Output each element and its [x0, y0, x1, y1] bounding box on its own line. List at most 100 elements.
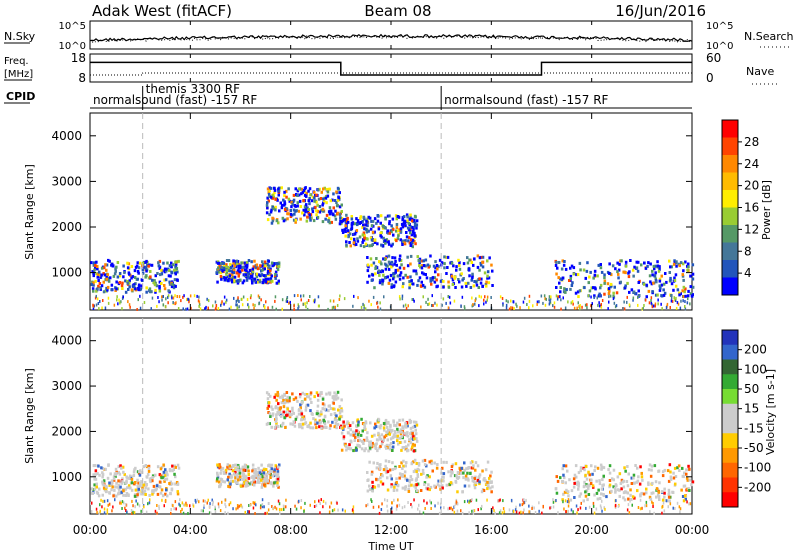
echo-cell: [165, 477, 169, 481]
echo-cell: [382, 273, 385, 277]
echo-cell: [168, 264, 172, 268]
echo-cell: [247, 469, 250, 473]
echo-cell: [183, 294, 185, 298]
echo-cell: [97, 302, 100, 305]
echo-cell: [98, 270, 101, 274]
echo-cell: [335, 426, 338, 430]
echo-cell: [197, 299, 200, 303]
echo-cell: [389, 474, 393, 478]
echo-cell: [348, 424, 352, 428]
echo-cell: [486, 270, 490, 274]
echo-cell: [324, 425, 328, 429]
echo-cell: [158, 507, 160, 510]
echo-cell: [268, 189, 271, 193]
echo-cell: [95, 482, 98, 486]
echo-cell: [626, 491, 630, 495]
echo-cell: [472, 509, 475, 512]
echo-cell: [651, 273, 654, 277]
echo-cell: [214, 507, 216, 511]
echo-cell: [479, 263, 483, 267]
echo-cell: [401, 225, 405, 229]
echo-cell: [164, 267, 168, 271]
echo-cell: [396, 434, 400, 438]
echo-cell: [447, 295, 449, 298]
echo-cell: [238, 305, 240, 309]
colorbar-swatch: [722, 344, 738, 360]
echo-cell: [121, 307, 123, 311]
echo-cell: [394, 268, 398, 272]
echo-cell: [623, 466, 626, 470]
echo-cell: [221, 479, 224, 483]
echo-cell: [564, 464, 568, 468]
echo-cell: [310, 216, 313, 220]
echo-cell: [515, 505, 517, 509]
echo-cell: [98, 282, 102, 285]
echo-cell: [140, 480, 143, 484]
echo-cell: [398, 436, 402, 440]
echo-cell: [400, 222, 404, 226]
echo-cell: [305, 203, 308, 207]
echo-cell: [595, 479, 598, 483]
echo-cell: [404, 239, 407, 243]
echo-cell: [655, 495, 658, 499]
echo-cell: [169, 492, 172, 496]
echo-cell: [584, 276, 587, 280]
echo-cell: [378, 273, 381, 277]
echo-cell: [622, 485, 626, 489]
echo-cell: [98, 273, 102, 277]
echo-cell: [321, 203, 324, 207]
echo-cell: [245, 468, 249, 472]
echo-cell: [366, 439, 369, 442]
echo-cell: [565, 510, 567, 514]
cpid-segment-label: themis 3300 RF: [146, 82, 240, 96]
echo-cell: [336, 501, 338, 505]
echo-cell: [562, 500, 564, 504]
echo-cell: [119, 464, 122, 468]
echo-cell: [92, 281, 95, 285]
echo-cell: [96, 272, 100, 276]
echo-cell: [673, 279, 677, 282]
echo-cell: [596, 497, 600, 501]
echo-cell: [652, 505, 654, 508]
y-tick-label: 3000: [51, 174, 82, 188]
echo-cell: [284, 426, 287, 429]
echo-cell: [296, 194, 299, 197]
echo-cell: [286, 217, 289, 221]
echo-cell: [691, 293, 694, 297]
echo-cell: [96, 287, 99, 291]
echo-cell: [471, 274, 474, 278]
echo-cell: [662, 282, 666, 286]
echo-cell: [102, 280, 105, 284]
echo-cell: [152, 484, 156, 488]
echo-cell: [377, 483, 380, 487]
echo-cell: [471, 466, 475, 470]
echo-cell: [262, 483, 266, 487]
echo-cell: [328, 404, 331, 408]
echo-cell: [423, 499, 425, 503]
echo-cell: [475, 297, 477, 301]
echo-cell: [340, 217, 344, 220]
echo-cell: [335, 201, 338, 204]
echo-cell: [239, 266, 243, 270]
echo-cell: [121, 281, 124, 285]
echo-cell: [145, 269, 148, 273]
echo-cell: [92, 261, 96, 265]
echo-cell: [408, 241, 412, 245]
echo-cell: [225, 270, 229, 274]
echo-cell: [363, 217, 366, 221]
echo-cell: [475, 498, 478, 502]
echo-cell: [233, 479, 237, 483]
echo-cell: [472, 303, 474, 306]
echo-cell: [414, 242, 417, 246]
echo-cell: [405, 445, 408, 449]
echo-cell: [585, 464, 588, 468]
echo-cell: [421, 271, 424, 275]
echo-cell: [587, 470, 590, 474]
echo-cell: [382, 225, 385, 229]
echo-cell: [360, 417, 363, 421]
echo-cell: [674, 475, 678, 478]
echo-cell: [499, 509, 502, 513]
echo-cell: [433, 461, 436, 465]
nave-label: Nave: [746, 65, 774, 78]
echo-cell: [435, 264, 439, 267]
